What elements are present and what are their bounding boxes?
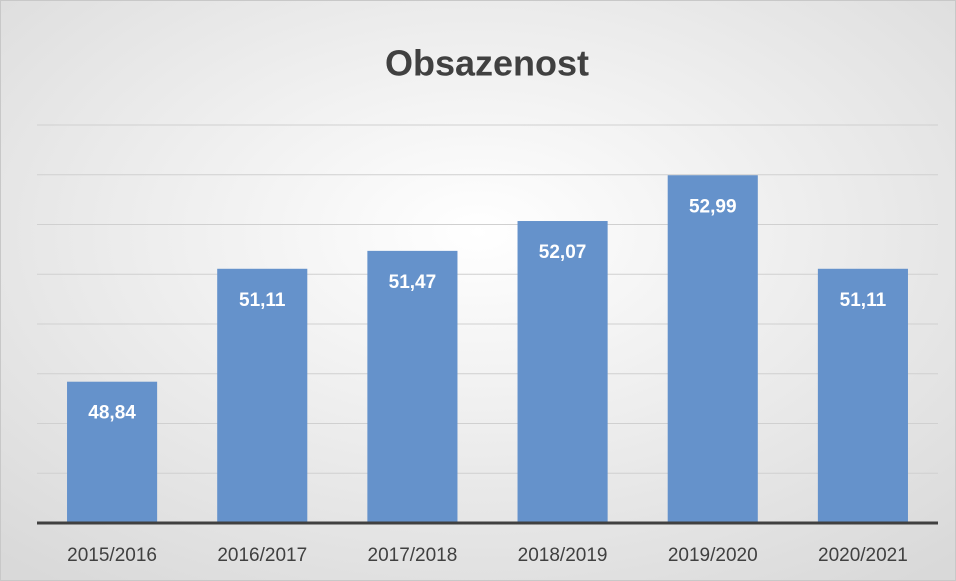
bar: [67, 381, 158, 523]
data-label: 48,84: [88, 403, 136, 424]
x-tick-label: 2020/2021: [818, 545, 908, 566]
data-label: 52,99: [689, 196, 737, 217]
bar: [517, 221, 608, 523]
x-tick-label: 2019/2020: [668, 545, 758, 566]
x-tick-label: 2018/2019: [518, 545, 608, 566]
bar: [367, 250, 458, 523]
data-label: 52,07: [539, 242, 587, 263]
data-label: 51,47: [389, 272, 437, 293]
bar: [667, 175, 758, 523]
chart-title: Obsazenost: [385, 43, 589, 84]
x-tick-label: 2017/2018: [368, 545, 458, 566]
data-label: 51,11: [840, 290, 887, 311]
bar: [217, 268, 308, 523]
data-label: 51,11: [239, 290, 286, 311]
bar: [817, 268, 908, 523]
x-tick-label: 2016/2017: [217, 545, 307, 566]
x-tick-label: 2015/2016: [67, 545, 157, 566]
